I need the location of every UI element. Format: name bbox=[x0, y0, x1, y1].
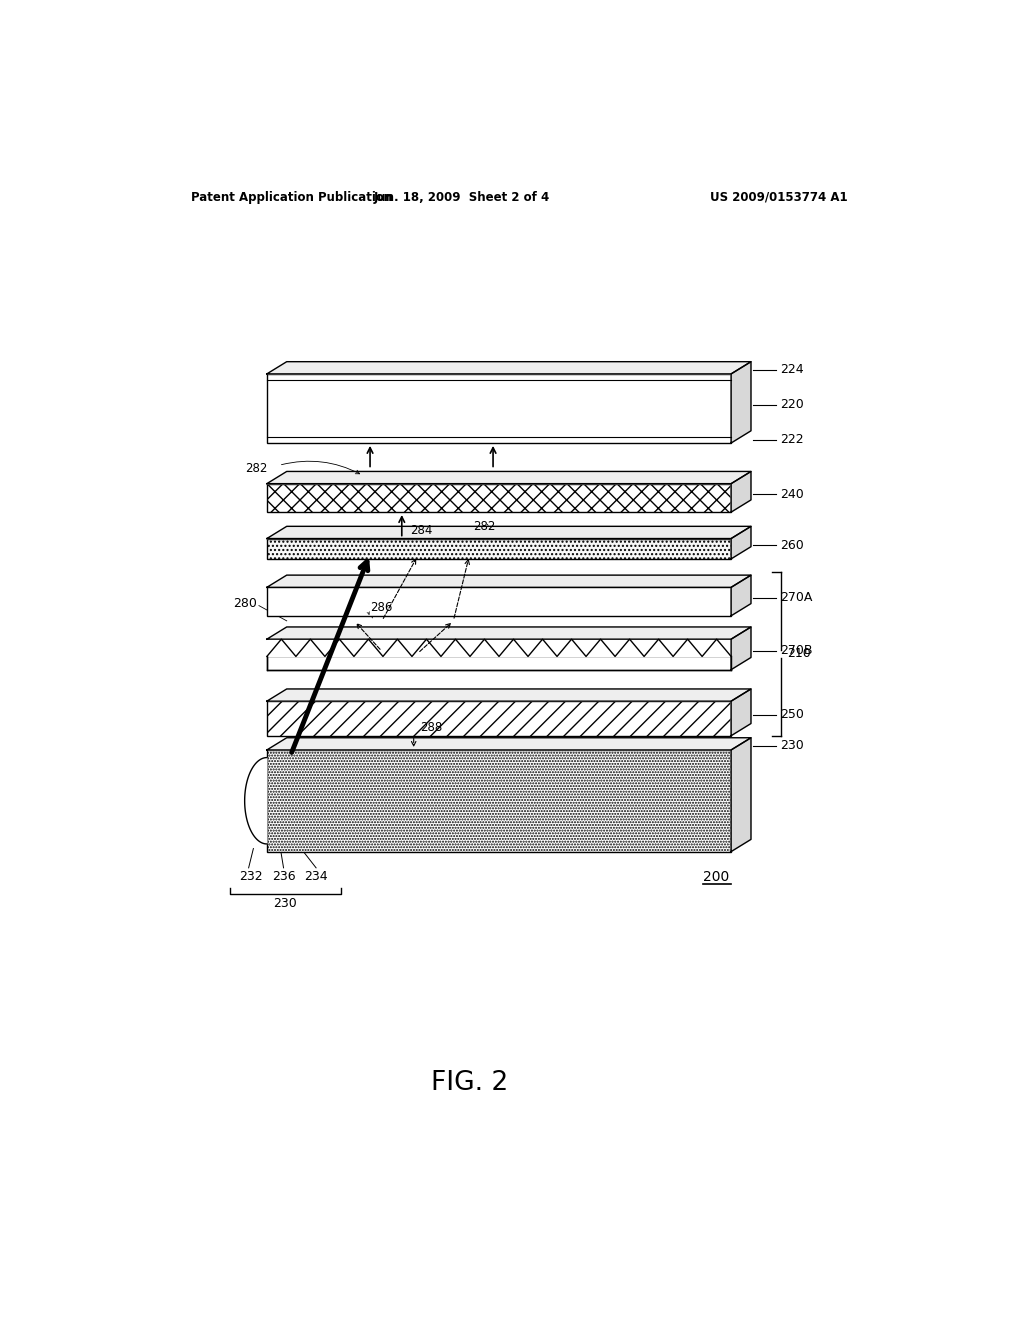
Polygon shape bbox=[731, 689, 751, 735]
Polygon shape bbox=[731, 576, 751, 615]
Polygon shape bbox=[267, 362, 751, 374]
Text: Jun. 18, 2009  Sheet 2 of 4: Jun. 18, 2009 Sheet 2 of 4 bbox=[373, 190, 550, 203]
Polygon shape bbox=[731, 527, 751, 558]
Polygon shape bbox=[267, 527, 751, 539]
Text: 260: 260 bbox=[780, 539, 804, 552]
Text: 234: 234 bbox=[304, 870, 328, 883]
Polygon shape bbox=[267, 639, 731, 656]
Text: 224: 224 bbox=[780, 363, 804, 376]
Polygon shape bbox=[267, 701, 731, 735]
Text: 286: 286 bbox=[370, 601, 392, 614]
Polygon shape bbox=[267, 539, 731, 558]
Text: 284: 284 bbox=[410, 524, 432, 537]
Text: 210: 210 bbox=[787, 647, 811, 660]
Text: 280: 280 bbox=[233, 597, 257, 610]
Polygon shape bbox=[267, 656, 731, 669]
Text: 270B: 270B bbox=[780, 644, 813, 657]
Polygon shape bbox=[267, 471, 751, 483]
Polygon shape bbox=[267, 750, 731, 851]
Polygon shape bbox=[731, 471, 751, 512]
Text: Patent Application Publication: Patent Application Publication bbox=[191, 190, 393, 203]
Polygon shape bbox=[267, 738, 751, 750]
Polygon shape bbox=[267, 689, 751, 701]
Text: 230: 230 bbox=[273, 898, 297, 911]
Polygon shape bbox=[731, 627, 751, 669]
Polygon shape bbox=[267, 483, 731, 512]
Text: 236: 236 bbox=[271, 870, 295, 883]
Text: 200: 200 bbox=[703, 870, 730, 884]
Text: 232: 232 bbox=[240, 870, 263, 883]
Text: 220: 220 bbox=[780, 399, 804, 412]
Text: 288: 288 bbox=[420, 721, 442, 734]
Polygon shape bbox=[267, 587, 731, 615]
Polygon shape bbox=[245, 758, 267, 843]
Text: 250: 250 bbox=[780, 709, 804, 721]
Text: 282: 282 bbox=[246, 462, 268, 475]
Text: FIG. 2: FIG. 2 bbox=[431, 1071, 508, 1097]
Text: 230: 230 bbox=[780, 739, 804, 752]
Text: 222: 222 bbox=[780, 433, 804, 446]
Polygon shape bbox=[731, 738, 751, 851]
Polygon shape bbox=[731, 362, 751, 444]
Polygon shape bbox=[267, 627, 751, 639]
Polygon shape bbox=[267, 374, 731, 444]
Text: 282: 282 bbox=[473, 520, 496, 533]
Text: 270A: 270A bbox=[780, 591, 813, 605]
Text: US 2009/0153774 A1: US 2009/0153774 A1 bbox=[710, 190, 848, 203]
Text: 240: 240 bbox=[780, 487, 804, 500]
Polygon shape bbox=[267, 576, 751, 587]
